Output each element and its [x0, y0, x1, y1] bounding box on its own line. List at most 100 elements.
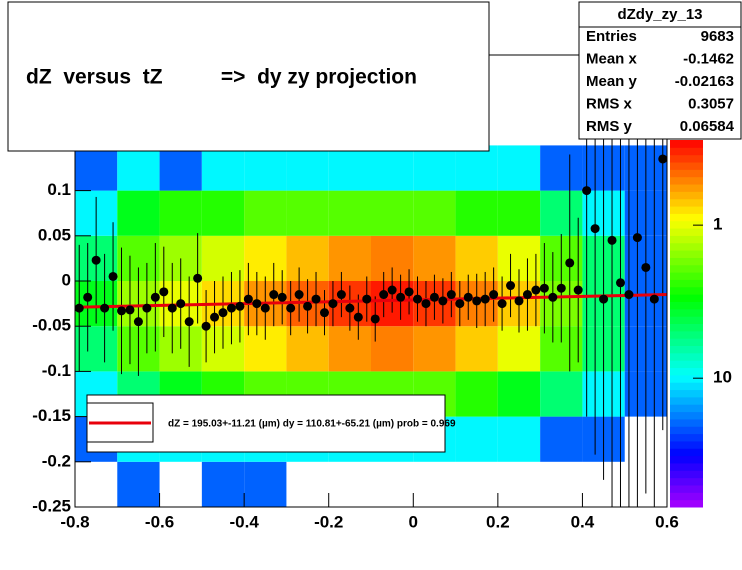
heat-cell	[540, 371, 583, 417]
y-tick-label: -0.1	[42, 361, 71, 380]
palette-step	[670, 176, 703, 185]
palette-step	[670, 462, 703, 471]
stats-value: -0.02163	[675, 73, 734, 90]
heat-cell	[201, 461, 245, 507]
palette-step	[670, 338, 703, 347]
heat-cell	[455, 190, 498, 236]
profile-point	[624, 290, 634, 300]
y-tick-label: 0	[62, 270, 71, 289]
palette-step	[670, 374, 703, 383]
profile-point	[641, 262, 651, 272]
profile-point	[455, 299, 465, 309]
palette-step	[670, 433, 703, 442]
profile-point	[210, 312, 220, 322]
profile-point	[497, 299, 507, 309]
y-tick-label: 0.05	[38, 225, 71, 244]
heat-cell	[75, 326, 118, 372]
profile-point	[108, 271, 118, 281]
profile-point	[531, 285, 541, 295]
profile-point	[184, 317, 194, 327]
chart-title: dZ versus tZ => dy zy projection	[26, 66, 417, 89]
palette-step	[670, 191, 703, 200]
profile-point	[260, 303, 270, 313]
palette-step	[670, 294, 703, 302]
heat-cell	[244, 235, 287, 281]
heat-cell	[497, 145, 541, 191]
stats-label: RMS x	[586, 95, 633, 112]
profile-point	[277, 292, 287, 302]
stats-label: RMS y	[586, 118, 633, 135]
x-tick-label: -0.4	[229, 512, 259, 531]
heat-cell	[244, 190, 287, 236]
profile-point	[548, 292, 558, 302]
heat-cell	[201, 235, 245, 281]
palette-step	[670, 448, 703, 457]
heat-cell	[201, 145, 245, 191]
title-box	[7, 1, 490, 152]
heat-cell	[117, 145, 160, 191]
y-tick-label: 0.1	[47, 180, 71, 199]
heat-cell	[286, 326, 329, 372]
palette-step	[670, 360, 703, 369]
palette-step	[670, 404, 703, 413]
profile-point	[421, 299, 431, 309]
profile-point	[615, 278, 625, 288]
heat-cell	[117, 461, 160, 507]
heat-cell	[540, 145, 583, 191]
profile-point	[167, 303, 177, 313]
profile-point	[83, 292, 93, 302]
palette-step	[670, 455, 703, 464]
profile-point	[176, 299, 186, 309]
profile-point	[438, 296, 448, 306]
stats-label: Entries	[586, 28, 637, 45]
y-tick-label: -0.2	[42, 451, 71, 470]
x-tick-label: -0.2	[314, 512, 343, 531]
profile-point	[125, 305, 135, 315]
palette-step	[670, 220, 703, 229]
palette-step	[670, 206, 703, 214]
heat-cell	[455, 326, 498, 372]
profile-point	[336, 290, 346, 300]
stats-value: -0.1462	[683, 50, 734, 67]
palette-step	[670, 345, 703, 354]
palette-step	[670, 308, 703, 317]
heat-cell	[455, 145, 498, 191]
profile-point	[218, 308, 228, 318]
heat-cell	[540, 190, 583, 236]
palette-step	[670, 411, 703, 420]
profile-point	[404, 287, 414, 297]
profile-point	[489, 290, 499, 300]
profile-point	[472, 296, 482, 306]
stats-value: 0.3057	[688, 95, 734, 112]
profile-point	[658, 154, 667, 164]
palette-step	[670, 169, 703, 178]
profile-point	[429, 292, 439, 302]
palette-step	[670, 389, 703, 398]
profile-point	[370, 314, 380, 324]
y-tick-label: -0.05	[32, 316, 71, 335]
profile-point	[463, 292, 473, 302]
heat-cell	[328, 190, 371, 236]
heat-cell	[497, 416, 541, 462]
profile-point	[303, 301, 313, 311]
x-tick-label: 0.2	[486, 512, 510, 531]
profile-point	[117, 306, 127, 316]
palette-step	[670, 235, 703, 244]
palette-step	[670, 352, 703, 361]
heat-cell	[371, 145, 414, 191]
profile-point	[387, 285, 397, 295]
heat-cell	[328, 326, 371, 372]
palette-step	[670, 228, 703, 236]
profile-point	[193, 273, 203, 283]
profile-point	[582, 186, 592, 196]
palette-step	[670, 492, 703, 501]
palette-step	[670, 162, 703, 170]
heat-cell	[413, 326, 456, 372]
palette-step	[670, 154, 703, 163]
heat-cell	[286, 190, 329, 236]
profile-point	[235, 301, 245, 311]
legend-label: dZ = 195.03+-11.21 (µm) dy = 110.81+-65.…	[168, 419, 456, 430]
legend-swatch-box	[86, 402, 154, 443]
y-tick-label: -0.15	[32, 406, 71, 425]
